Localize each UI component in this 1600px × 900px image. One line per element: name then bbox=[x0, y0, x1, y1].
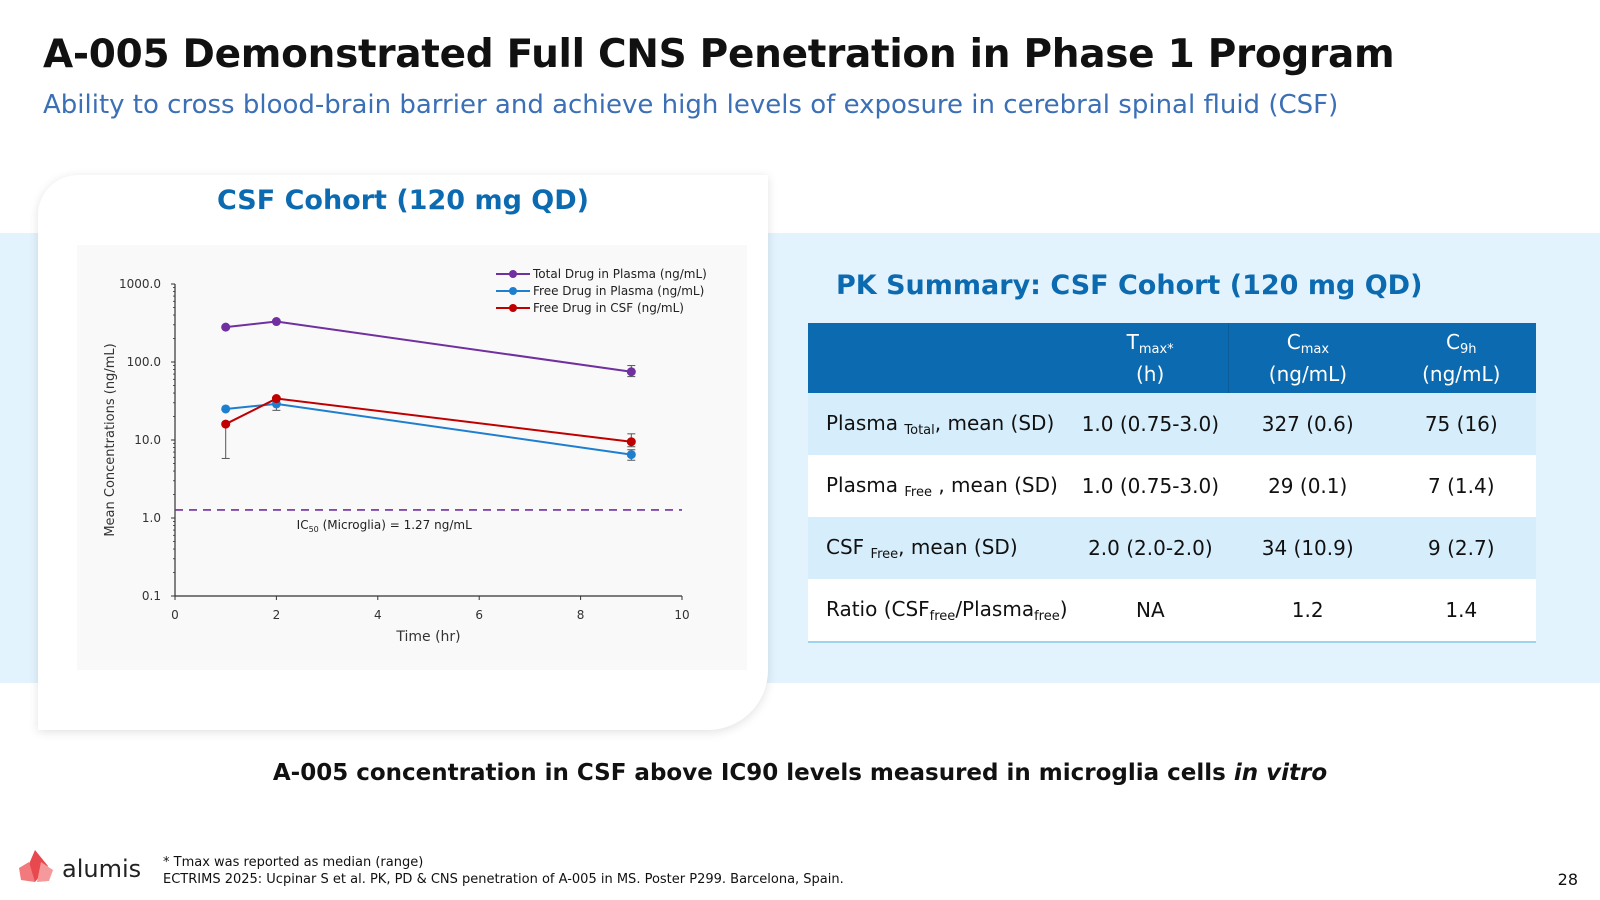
pk-summary-table: Tmax* (h) Cmax (ng/mL) C9h (ng/mL) Plasm… bbox=[808, 323, 1536, 643]
legend-label: Free Drug in CSF (ng/mL) bbox=[533, 301, 684, 315]
header-empty-cell bbox=[808, 323, 1072, 393]
chart-panel-title: CSF Cohort (120 mg QD) bbox=[216, 185, 590, 216]
row-label: Ratio (CSFfree/Plasmafree) bbox=[808, 579, 1072, 643]
plot-background bbox=[77, 245, 747, 670]
cell-c9h: 9 (2.7) bbox=[1386, 517, 1536, 579]
header-c9h-main: C bbox=[1446, 329, 1460, 354]
header-c9h: C9h (ng/mL) bbox=[1386, 323, 1536, 393]
table-row: CSF Free, mean (SD) 2.0 (2.0-2.0) 34 (10… bbox=[808, 517, 1536, 579]
series-line bbox=[225, 320, 632, 373]
row-label: Plasma Free , mean (SD) bbox=[808, 455, 1072, 517]
y-tick-label: 1000.0 bbox=[119, 277, 161, 291]
header-c9h-unit: (ng/mL) bbox=[1422, 361, 1501, 386]
data-point bbox=[271, 394, 281, 404]
cell-c9h: 75 (16) bbox=[1386, 393, 1536, 455]
data-point bbox=[221, 419, 231, 429]
page-subtitle: Ability to cross blood-brain barrier and… bbox=[43, 90, 1339, 120]
cell-c9h: 1.4 bbox=[1386, 579, 1536, 643]
header-cmax-main: C bbox=[1286, 329, 1301, 354]
data-point bbox=[626, 450, 636, 460]
header-cmax-sub: max bbox=[1300, 341, 1330, 357]
pk-table-title: PK Summary: CSF Cohort (120 mg QD) bbox=[836, 270, 1423, 301]
alumis-logo-icon bbox=[19, 850, 53, 882]
legend-swatch-marker bbox=[509, 287, 517, 295]
pk-table-header-row: Tmax* (h) Cmax (ng/mL) C9h (ng/mL) bbox=[808, 323, 1536, 393]
logo-wordmark: alumis bbox=[62, 855, 142, 883]
x-axis-label: Time (hr) bbox=[395, 629, 460, 645]
y-axis-label: Mean Concentrations (ng/mL) bbox=[103, 343, 118, 536]
y-tick-label: 1.0 bbox=[142, 511, 161, 525]
data-point bbox=[626, 437, 636, 447]
footnote-tmax: * Tmax was reported as median (range) bbox=[163, 855, 424, 870]
legend-swatch-marker bbox=[509, 270, 517, 278]
cell-c9h: 7 (1.4) bbox=[1386, 455, 1536, 517]
y-tick-label: 10.0 bbox=[134, 433, 161, 447]
chart-card: CSF Cohort (120 mg QD) 0.1 1.0 10.0 100.0 10… bbox=[38, 175, 768, 730]
row-label: Plasma Total, mean (SD) bbox=[808, 393, 1072, 455]
data-point bbox=[221, 404, 231, 414]
data-point bbox=[626, 367, 636, 377]
legend-swatch-marker bbox=[509, 304, 517, 312]
x-tick-label: 4 bbox=[374, 608, 382, 622]
data-point bbox=[221, 322, 231, 332]
legend-label: Free Drug in Plasma (ng/mL) bbox=[533, 284, 704, 298]
header-tmax-main: T bbox=[1126, 329, 1139, 354]
cell-tmax: 1.0 (0.75-3.0) bbox=[1071, 455, 1229, 517]
cell-tmax: 2.0 (2.0-2.0) bbox=[1071, 517, 1229, 579]
y-tick-label: 100.0 bbox=[127, 355, 161, 369]
footnotes: * Tmax was reported as median (range) EC… bbox=[163, 854, 844, 888]
cell-cmax: 29 (0.1) bbox=[1228, 455, 1387, 517]
page-number: 28 bbox=[1557, 870, 1578, 889]
callout-italic: in vitro bbox=[1233, 760, 1328, 786]
data-point bbox=[271, 317, 281, 327]
table-row: Plasma Free , mean (SD) 1.0 (0.75-3.0) 2… bbox=[808, 455, 1536, 517]
x-tick-label: 8 bbox=[577, 608, 585, 622]
page-title: A-005 Demonstrated Full CNS Penetration … bbox=[43, 32, 1395, 77]
x-tick-label: 2 bbox=[273, 608, 281, 622]
header-tmax: Tmax* (h) bbox=[1071, 323, 1229, 393]
header-cmax: Cmax (ng/mL) bbox=[1228, 323, 1387, 393]
cell-tmax: NA bbox=[1071, 579, 1229, 643]
table-row: Ratio (CSFfree/Plasmafree) NA 1.2 1.4 bbox=[808, 579, 1536, 643]
y-tick-label: 0.1 bbox=[142, 589, 161, 603]
header-tmax-sub: max* bbox=[1138, 341, 1174, 357]
series-line bbox=[225, 402, 632, 456]
x-tick-label: 6 bbox=[475, 608, 483, 622]
header-c9h-sub: 9h bbox=[1459, 341, 1477, 357]
cell-cmax: 1.2 bbox=[1228, 579, 1387, 643]
pk-line-chart: 0.1 1.0 10.0 100.0 1000.0 0 2 4 6 8 10 Time (hr) Mea… bbox=[103, 267, 707, 645]
header-cmax-unit: (ng/mL) bbox=[1268, 361, 1348, 386]
cell-cmax: 327 (0.6) bbox=[1228, 393, 1387, 455]
key-takeaway: A-005 concentration in CSF above IC90 le… bbox=[272, 760, 1328, 786]
row-label: CSF Free, mean (SD) bbox=[808, 517, 1072, 579]
header-tmax-unit: (h) bbox=[1135, 361, 1165, 386]
ic50-label: IC50 (Microglia) = 1.27 ng/mL bbox=[297, 518, 472, 534]
x-tick-label: 0 bbox=[171, 608, 179, 622]
table-row: Plasma Total, mean (SD) 1.0 (0.75-3.0) 3… bbox=[808, 393, 1536, 455]
cell-cmax: 34 (10.9) bbox=[1228, 517, 1387, 579]
legend-label: Total Drug in Plasma (ng/mL) bbox=[532, 267, 707, 281]
footnote-reference: ECTRIMS 2025: Ucpinar S et al. PK, PD & … bbox=[163, 872, 844, 887]
x-tick-label: 10 bbox=[674, 608, 689, 622]
cell-tmax: 1.0 (0.75-3.0) bbox=[1071, 393, 1229, 455]
